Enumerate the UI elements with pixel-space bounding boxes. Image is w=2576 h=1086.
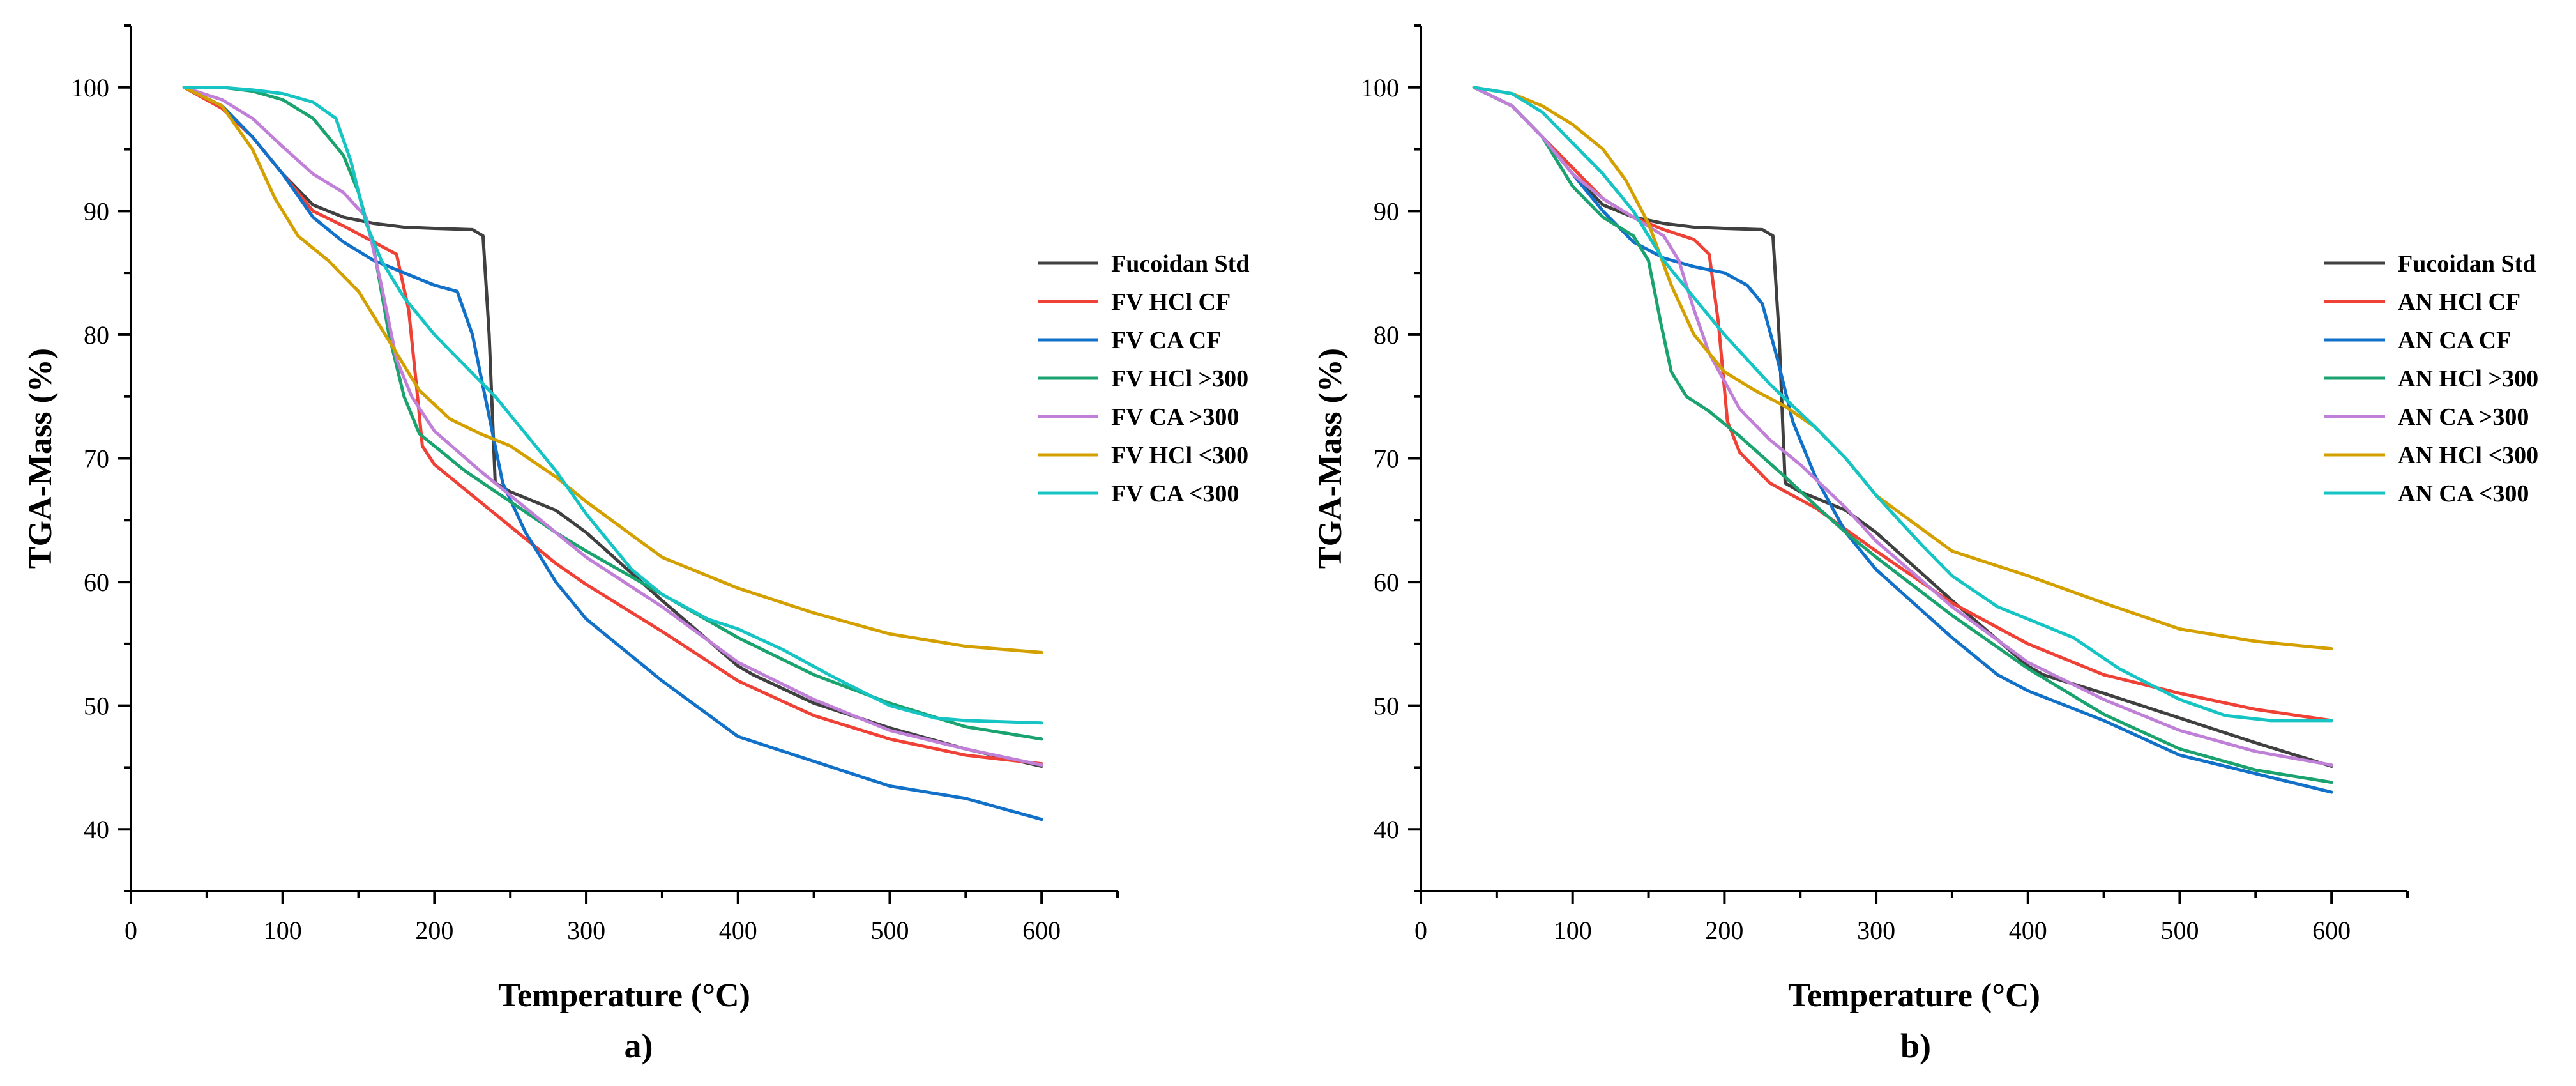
x-tick-label: 200 xyxy=(415,916,453,945)
y-tick-label: 60 xyxy=(84,568,109,597)
series-line-fv-ca-300 xyxy=(182,86,1043,725)
x-tick-label: 100 xyxy=(1554,916,1592,945)
y-tick-label: 40 xyxy=(1374,815,1399,844)
legend-label: FV CA <300 xyxy=(1111,480,1239,507)
series-line-an-ca-300 xyxy=(1472,86,2333,723)
series-line-fucoidan-std xyxy=(1472,86,2333,768)
legend-label: AN HCl <300 xyxy=(2398,442,2538,469)
y-tick-label: 70 xyxy=(84,445,109,473)
legend-label: AN CA <300 xyxy=(2398,480,2529,507)
x-tick-label: 600 xyxy=(2312,916,2351,945)
y-tick-label: 60 xyxy=(1374,568,1399,597)
series-line-fv-ca-300 xyxy=(182,86,1043,767)
y-tick-label: 50 xyxy=(1374,692,1399,721)
legend-label: FV HCl <300 xyxy=(1111,442,1248,469)
x-tick-label: 500 xyxy=(870,916,909,945)
x-tick-label: 200 xyxy=(1705,916,1743,945)
x-tick-label: 400 xyxy=(2009,916,2047,945)
legend-label: FV CA >300 xyxy=(1111,404,1239,431)
series-line-an-ca-300 xyxy=(1472,86,2333,767)
series-line-fv-hcl-cf xyxy=(182,86,1043,766)
panel-label: b) xyxy=(1900,1027,1931,1065)
panel-a: 0 100 200 300 400 500 600 40 50 60 70 80 90 100 Temper… xyxy=(22,24,1249,1065)
y-axis-title: TGA-Mass (%) xyxy=(22,348,59,569)
x-tick-label: 400 xyxy=(719,916,757,945)
x-tick-label: 0 xyxy=(1414,916,1427,945)
series-line-an-hcl-300 xyxy=(1472,86,2333,784)
x-tick-label: 300 xyxy=(567,916,605,945)
y-axis-title: TGA-Mass (%) xyxy=(1312,348,1349,569)
series-line-an-hcl-cf xyxy=(1472,86,2333,723)
legend: Fucoidan Std FV HCl CF FV CA CF FV HCl >300… xyxy=(1038,250,1249,507)
y-tick-label: 40 xyxy=(84,815,109,844)
legend-label: Fucoidan Std xyxy=(1111,250,1249,277)
x-tick-label: 600 xyxy=(1022,916,1061,945)
x-axis-title: Temperature (°C) xyxy=(498,977,750,1014)
series-line-an-hcl-300 xyxy=(1472,86,2333,651)
y-tick-label: 90 xyxy=(1374,197,1399,226)
legend-label: Fucoidan Std xyxy=(2398,250,2536,277)
x-tick-label: 0 xyxy=(125,916,137,945)
x-tick-label: 300 xyxy=(1857,916,1895,945)
y-tick-label: 70 xyxy=(1374,445,1399,473)
legend-label: FV HCl CF xyxy=(1111,289,1231,316)
series-line-fv-hcl-300 xyxy=(182,86,1043,741)
x-tick-label: 500 xyxy=(2160,916,2199,945)
series-line-an-ca-cf xyxy=(1472,86,2333,794)
x-tick-label: 100 xyxy=(264,916,302,945)
panel-b: 0 100 200 300 400 500 600 40 50 60 70 80 90 100 Temper… xyxy=(1312,24,2538,1065)
y-tick-label: 50 xyxy=(84,692,109,721)
legend: Fucoidan Std AN HCl CF AN CA CF AN HCl >300… xyxy=(2324,250,2538,507)
y-tick-label: 80 xyxy=(84,321,109,349)
series-line-fucoidan-std xyxy=(182,86,1043,768)
legend-label: FV HCl >300 xyxy=(1111,365,1248,392)
series-line-fv-ca-cf xyxy=(182,86,1043,822)
series-line-fv-hcl-300 xyxy=(182,86,1043,654)
y-tick-label: 100 xyxy=(71,73,109,102)
y-tick-label: 80 xyxy=(1374,321,1399,349)
legend-label: AN HCl CF xyxy=(2398,289,2520,316)
legend-label: AN HCl >300 xyxy=(2398,365,2538,392)
y-tick-label: 100 xyxy=(1361,73,1399,102)
y-tick-label: 90 xyxy=(84,197,109,226)
x-axis-title: Temperature (°C) xyxy=(1788,977,2040,1014)
legend-label: FV CA CF xyxy=(1111,327,1221,354)
legend-label: AN CA >300 xyxy=(2398,404,2529,431)
panel-label: a) xyxy=(625,1027,653,1065)
legend-label: AN CA CF xyxy=(2398,327,2511,354)
